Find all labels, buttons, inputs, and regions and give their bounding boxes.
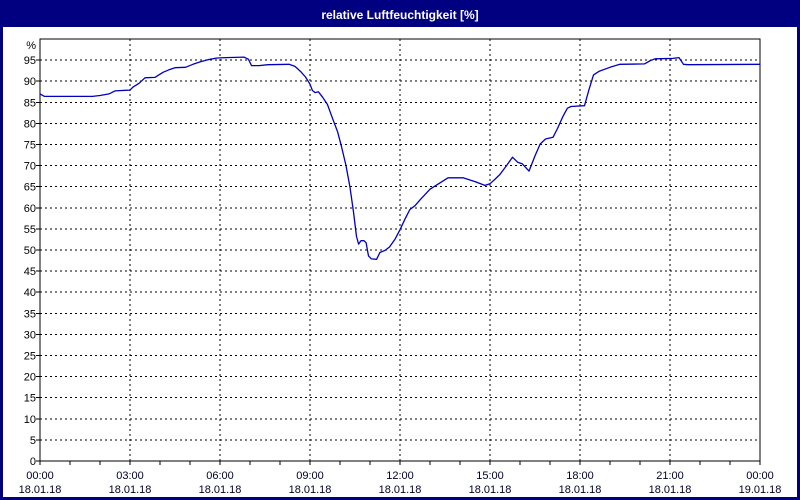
- y-tick-label: 85: [24, 97, 36, 109]
- y-tick-label: 90: [24, 76, 36, 88]
- x-time-label: 15:00: [476, 470, 504, 482]
- x-time-label: 03:00: [116, 470, 144, 482]
- x-date-label: 19.01.18: [739, 484, 782, 496]
- y-tick-label: 70: [24, 161, 36, 173]
- x-time-label: 18:00: [566, 470, 594, 482]
- y-tick-label: 50: [24, 245, 36, 257]
- x-date-label: 18.01.18: [289, 484, 332, 496]
- y-tick-label: 60: [24, 203, 36, 215]
- x-time-label: 12:00: [386, 470, 414, 482]
- y-tick-label: 30: [24, 329, 36, 341]
- humidity-line: [39, 56, 761, 260]
- title-bar: relative Luftfeuchtigkeit [%]: [3, 3, 797, 27]
- y-tick-label: 65: [24, 182, 36, 194]
- x-date-label: 18.01.18: [649, 484, 692, 496]
- y-tick-label: 10: [24, 414, 36, 426]
- y-tick-label: 35: [24, 308, 36, 320]
- x-time-label: 06:00: [206, 470, 234, 482]
- y-tick-label: 55: [24, 224, 36, 236]
- x-date-label: 18.01.18: [19, 484, 62, 496]
- x-date-label: 18.01.18: [469, 484, 512, 496]
- x-time-label: 00:00: [26, 470, 54, 482]
- y-tick-label: 15: [24, 393, 36, 405]
- x-time-label: 00:00: [746, 470, 774, 482]
- x-date-label: 18.01.18: [109, 484, 152, 496]
- x-date-label: 18.01.18: [559, 484, 602, 496]
- y-axis-unit-label: %: [26, 40, 36, 52]
- y-tick-label: 25: [24, 351, 36, 363]
- y-tick-label: 75: [24, 140, 36, 152]
- y-tick-label: 95: [24, 55, 36, 67]
- y-tick-label: 0: [30, 456, 36, 468]
- y-tick-label: 20: [24, 372, 36, 384]
- chart-title: relative Luftfeuchtigkeit [%]: [321, 8, 479, 22]
- y-tick-label: 45: [24, 266, 36, 278]
- y-tick-label: 5: [30, 435, 36, 447]
- x-date-label: 18.01.18: [199, 484, 242, 496]
- y-tick-label: 80: [24, 118, 36, 130]
- x-date-label: 18.01.18: [379, 484, 422, 496]
- x-time-label: 21:00: [656, 470, 684, 482]
- x-time-label: 09:00: [296, 470, 324, 482]
- humidity-chart: 0 5 10 15 20 25 30 35 40 45 50 55 60 65 70 75 80 85 90 95% 0…: [19, 38, 782, 496]
- y-tick-label: 40: [24, 287, 36, 299]
